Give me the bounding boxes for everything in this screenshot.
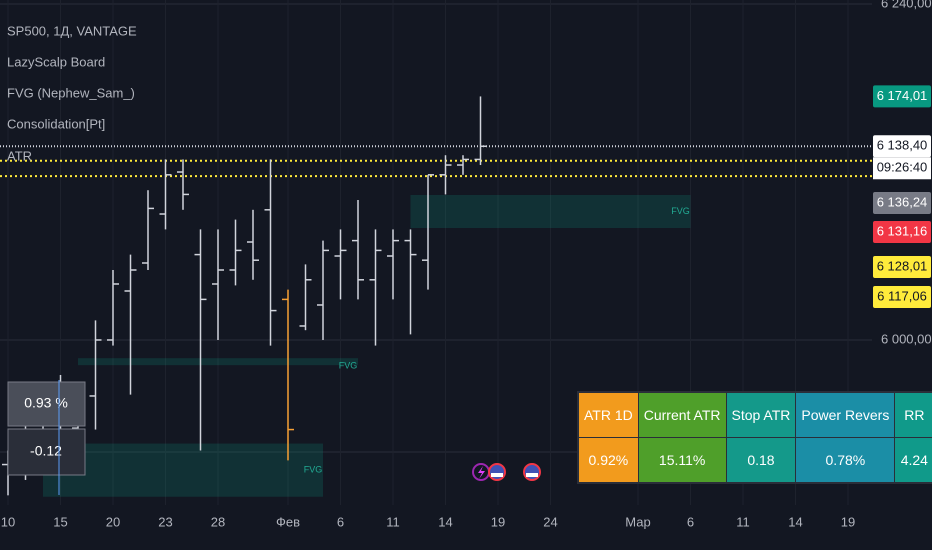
x-tick-label: 19 [841, 514, 855, 529]
atr-table: ATR 1D Current ATR Stop ATR Power Revers… [577, 391, 932, 484]
info-text: 0.93 % [24, 395, 68, 411]
countdown: 09:26:40 [877, 160, 928, 175]
fvg-layer: FVG FVG FVG [0, 145, 872, 497]
event-icon[interactable] [488, 463, 506, 481]
table-header: Stop ATR [725, 391, 797, 438]
x-tick-label: 11 [736, 514, 750, 529]
price-tag [873, 135, 931, 158]
x-tick-label: Мар [625, 514, 650, 529]
table-header: RR [894, 391, 932, 438]
fvg-label: FVG [671, 206, 690, 216]
event-icon-glyph [478, 466, 485, 479]
fvg-label: FVG [304, 465, 323, 475]
table-cell: 0.92% [577, 437, 639, 484]
legend-line: FVG (Nephew_Sam_) [7, 85, 135, 100]
x-tick-label: 6 [337, 514, 344, 529]
legend-line: SP500, 1Д, VANTAGE [7, 23, 137, 38]
price-tag-label: 6 131,16 [877, 223, 928, 238]
event-icon[interactable] [523, 463, 541, 481]
price-tag [873, 221, 931, 243]
info-box [7, 428, 86, 476]
fvg-zone [43, 443, 323, 497]
legend-line: LazyScalp Board [7, 54, 105, 69]
table-cell: 4.24 [894, 437, 932, 484]
x-tick-label: 28 [211, 514, 225, 529]
price-tag [873, 256, 931, 278]
table-cell: 15.11% [637, 437, 727, 484]
y-tick-label: 6 000,00 [881, 331, 932, 346]
grid [0, 0, 872, 505]
info-text: -0.12 [30, 443, 62, 459]
x-tick-label: Фев [276, 514, 300, 529]
fvg-label: FVG [339, 361, 358, 371]
x-tick-label: 20 [106, 514, 120, 529]
event-icon-glyph [526, 473, 538, 477]
countdown-box [873, 157, 931, 180]
table-cell: 0.18 [725, 437, 797, 484]
x-tick-label: 11 [386, 514, 400, 529]
legend-line: Consolidation[Pt] [7, 116, 105, 131]
price-tag-label: 6 128,01 [877, 258, 928, 273]
x-tick-label: 23 [158, 514, 172, 529]
event-icon-glyph [491, 473, 503, 477]
price-tags: 6 174,01 6 138,40 09:26:40 6 136,24 6 131,16… [873, 85, 931, 308]
fvg-zone [410, 194, 691, 229]
x-tick-label: 14 [788, 514, 802, 529]
x-tick-label: 15 [53, 514, 67, 529]
table-header: ATR 1D [577, 391, 639, 438]
table-cell: 0.78% [795, 437, 896, 484]
x-tick-label: 24 [543, 514, 557, 529]
price-tag-label: 6 138,40 [877, 138, 928, 153]
info-box [7, 381, 86, 427]
x-tick-label: 19 [491, 514, 505, 529]
price-tag-label: 6 136,24 [877, 194, 928, 209]
x-tick-label: 14 [438, 514, 452, 529]
table-header: Current ATR [637, 391, 727, 438]
price-tag-label: 6 117,06 [877, 288, 927, 303]
price-tag [873, 286, 931, 308]
table-header: Power Revers [795, 391, 896, 438]
price-tag-label: 6 174,01 [877, 88, 928, 103]
legend-line: ATR [7, 148, 32, 163]
price-tag [873, 192, 931, 214]
x-tick-label: 6 [687, 514, 694, 529]
x-tick-label: 10 [1, 514, 15, 529]
price-tag [873, 85, 931, 108]
info-boxes: 0.93 % -0.12 [7, 380, 86, 495]
legend: SP500, 1Д, VANTAGE LazyScalp Board FVG (… [7, 23, 137, 163]
fvg-zone [78, 358, 358, 366]
y-tick-label: 6 240,00 [881, 0, 932, 10]
event-icons [472, 463, 541, 481]
